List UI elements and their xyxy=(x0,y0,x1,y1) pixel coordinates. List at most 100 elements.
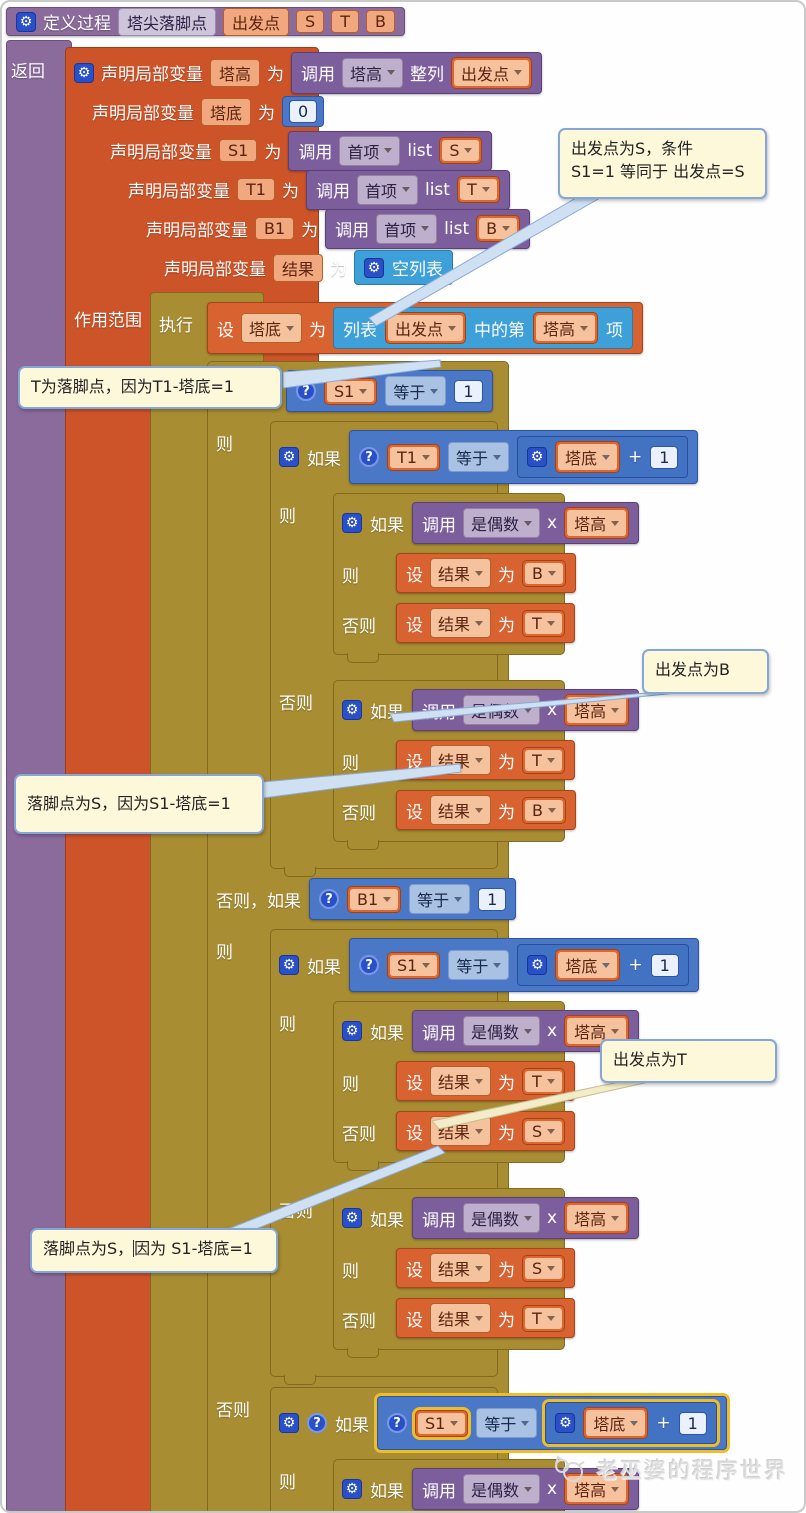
var-dropdown[interactable]: 结果 xyxy=(430,1253,492,1283)
mutator-gear-icon[interactable]: ⚙ xyxy=(279,1413,299,1433)
var-getter[interactable]: T1 xyxy=(387,443,440,471)
call-procedure-block[interactable]: 调用 首项 list B xyxy=(325,208,531,249)
comment-question-icon[interactable]: ? xyxy=(307,1413,327,1433)
if-block-s1[interactable]: ⚙ 如果 ? S1 等于 ⚙ xyxy=(270,929,699,1385)
var-getter[interactable]: 塔高 xyxy=(564,1015,630,1047)
number-field[interactable]: 1 xyxy=(478,887,507,911)
var-getter[interactable]: 出发点 xyxy=(451,56,533,89)
mutator-gear-icon[interactable]: ⚙ xyxy=(527,955,548,975)
var-getter[interactable]: B xyxy=(476,215,521,242)
var-name-field[interactable]: S1 xyxy=(219,139,258,162)
procedure-dropdown[interactable]: 是偶数 xyxy=(463,695,541,725)
var-getter[interactable]: 塔高 xyxy=(564,694,630,726)
var-getter[interactable]: 塔高 xyxy=(564,1202,630,1234)
if-block-even[interactable]: ⚙ 如果 调用 是偶数 x 塔高 xyxy=(333,1459,640,1511)
var-getter[interactable]: S xyxy=(522,1254,566,1282)
var-getter[interactable]: 塔高 xyxy=(564,1473,630,1505)
set-result-block[interactable]: 设 结果 为 B xyxy=(396,790,576,830)
compare-block[interactable]: ? B1 等于 1 xyxy=(309,878,517,920)
compare-block[interactable]: ? S1 等于 ⚙ 塔底 + xyxy=(349,938,699,992)
operator-dropdown[interactable]: 等于 xyxy=(476,1408,538,1438)
if-block-even[interactable]: ⚙ 如果 调用 是偶数 x 塔高 xyxy=(333,680,640,850)
var-name-field[interactable]: T1 xyxy=(237,178,275,201)
var-getter[interactable]: T xyxy=(522,1067,565,1095)
declare-row[interactable]: 声明局部变量 T1 为 调用 首项 list T xyxy=(128,169,510,210)
if-block-even[interactable]: ⚙ 如果 调用 是偶数 x 塔高 xyxy=(333,1001,640,1171)
call-even-block[interactable]: 调用 是偶数 x 塔高 xyxy=(412,689,640,731)
mutator-gear-icon[interactable]: ⚙ xyxy=(342,1021,362,1041)
mutator-gear-icon[interactable]: ⚙ xyxy=(74,62,94,83)
procedure-dropdown[interactable]: 首项 xyxy=(376,213,438,244)
var-dropdown[interactable]: 结果 xyxy=(430,745,492,775)
math-add-block[interactable]: ⚙ 塔底 + 1 xyxy=(516,436,689,478)
comment-question-icon[interactable]: ? xyxy=(387,1413,407,1433)
declare-row[interactable]: 声明局部变量 塔底 为 0 xyxy=(92,95,325,128)
declare-row[interactable]: 声明局部变量 B1 为 调用 首项 list B xyxy=(146,208,531,249)
number-field[interactable]: 1 xyxy=(678,1411,707,1435)
var-getter[interactable]: T xyxy=(522,1304,565,1332)
procedure-dropdown[interactable]: 塔高 xyxy=(342,57,404,88)
call-even-block[interactable]: 调用 是偶数 x 塔高 xyxy=(412,502,640,544)
set-result-block[interactable]: 设 结果 为 S xyxy=(396,1248,576,1288)
var-dropdown[interactable]: 塔底 xyxy=(241,313,303,343)
comment-balloon[interactable]: 出发点为T xyxy=(600,1039,777,1083)
number-block[interactable]: 0 xyxy=(282,96,325,127)
var-name-field[interactable]: 塔底 xyxy=(201,97,252,126)
procedure-dropdown[interactable]: 是偶数 xyxy=(463,508,541,538)
procedure-dropdown[interactable]: 是偶数 xyxy=(463,1016,541,1046)
param-field[interactable]: S xyxy=(296,10,325,33)
procedure-define-block[interactable]: ⚙ 定义过程 塔尖落脚点 出发点 S T B xyxy=(6,7,405,36)
call-even-block[interactable]: 调用 是偶数 x 塔高 xyxy=(412,1010,640,1052)
declare-row[interactable]: 声明局部变量 S1 为 调用 首项 list S xyxy=(110,130,493,171)
operator-dropdown[interactable]: 等于 xyxy=(409,884,471,914)
mutator-gear-icon[interactable]: ⚙ xyxy=(342,700,362,720)
var-dropdown[interactable]: 结果 xyxy=(430,558,492,588)
var-getter[interactable]: 塔高 xyxy=(533,312,599,344)
mutator-gear-icon[interactable]: ⚙ xyxy=(526,447,547,467)
var-getter[interactable]: 塔底 xyxy=(583,1407,649,1439)
call-even-block[interactable]: 调用 是偶数 x 塔高 xyxy=(412,1197,640,1239)
var-name-field[interactable]: 塔高 xyxy=(210,58,261,87)
declare-row[interactable]: 声明局部变量 结果 为 ⚙ 空列表 xyxy=(164,250,454,285)
set-result-block[interactable]: 设 结果 为 S xyxy=(396,1111,576,1151)
call-procedure-block[interactable]: 调用 首项 list S xyxy=(288,130,493,171)
var-dropdown[interactable]: 结果 xyxy=(430,608,492,638)
var-getter[interactable]: S xyxy=(522,1117,566,1145)
mutator-gear-icon[interactable]: ⚙ xyxy=(342,1208,362,1228)
number-field[interactable]: 1 xyxy=(650,445,679,469)
comment-question-icon[interactable]: ? xyxy=(359,955,379,975)
set-result-block[interactable]: 设 结果 为 T xyxy=(396,740,575,780)
var-getter[interactable]: T xyxy=(522,609,565,637)
procedure-dropdown[interactable]: 是偶数 xyxy=(463,1474,541,1504)
var-getter[interactable]: 出发点 xyxy=(385,312,467,344)
comment-balloon-editing[interactable]: 落脚点为S，因为 S1-塔底=1 xyxy=(30,1228,278,1273)
comment-question-icon[interactable]: ? xyxy=(319,889,339,909)
set-result-block[interactable]: 设 结果 为 T xyxy=(396,603,575,643)
param-field[interactable]: T xyxy=(331,10,359,33)
set-result-block[interactable]: 设 结果 为 B xyxy=(396,553,576,593)
var-getter[interactable]: 塔高 xyxy=(564,507,630,539)
mutator-gear-icon[interactable]: ⚙ xyxy=(555,1413,576,1433)
operator-dropdown[interactable]: 等于 xyxy=(447,442,509,472)
call-procedure-block[interactable]: 调用 塔高 整列 出发点 xyxy=(291,51,543,94)
comment-balloon[interactable]: 出发点为B xyxy=(642,649,769,694)
var-getter[interactable]: S1 xyxy=(324,377,378,405)
set-variable-block[interactable]: 设 塔底 为 列表 出发点 中的第 塔高 项 xyxy=(207,302,644,354)
comment-question-icon[interactable]: ? xyxy=(296,381,316,401)
compare-block[interactable]: ? T1 等于 ⚙ 塔底 + xyxy=(349,430,699,484)
var-dropdown[interactable]: 结果 xyxy=(430,1303,492,1333)
set-result-block[interactable]: 设 结果 为 T xyxy=(396,1298,575,1338)
var-dropdown[interactable]: 结果 xyxy=(430,795,492,825)
var-getter[interactable]: S1 xyxy=(387,951,441,979)
select-list-item-block[interactable]: 列表 出发点 中的第 塔高 项 xyxy=(333,307,634,349)
comment-balloon[interactable]: 出发点为S，条件 S1=1 等同于 出发点=S xyxy=(558,128,767,199)
declare-row[interactable]: ⚙ 声明局部变量 塔高 为 调用 塔高 整列 出发点 xyxy=(74,51,543,94)
mutator-gear-icon[interactable]: ⚙ xyxy=(16,11,36,32)
if-block-even[interactable]: ⚙ 如果 调用 是偶数 x 塔高 xyxy=(333,493,640,663)
procedure-name-field[interactable]: 塔尖落脚点 xyxy=(118,7,217,36)
var-getter[interactable]: 塔底 xyxy=(555,949,621,981)
compare-block-selected[interactable]: ? S1 等于 ⚙ 塔底 + xyxy=(377,1396,727,1450)
if-block-even[interactable]: ⚙ 如果 调用 是偶数 x 塔高 xyxy=(333,1188,640,1358)
var-dropdown[interactable]: 结果 xyxy=(430,1066,492,1096)
var-getter[interactable]: B1 xyxy=(347,885,402,913)
